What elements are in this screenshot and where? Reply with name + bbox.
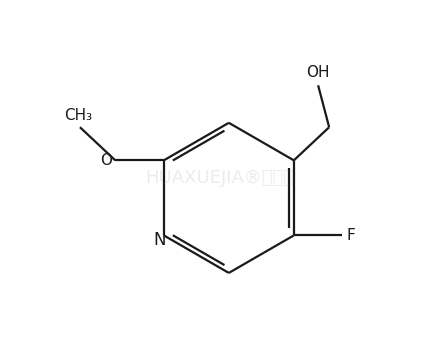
Text: F: F — [347, 228, 356, 243]
Text: OH: OH — [306, 65, 330, 80]
Text: HUAXUEJIA®化学加: HUAXUEJIA®化学加 — [146, 169, 294, 187]
Text: O: O — [100, 153, 112, 168]
Text: CH₃: CH₃ — [64, 108, 92, 123]
Text: N: N — [153, 231, 166, 249]
